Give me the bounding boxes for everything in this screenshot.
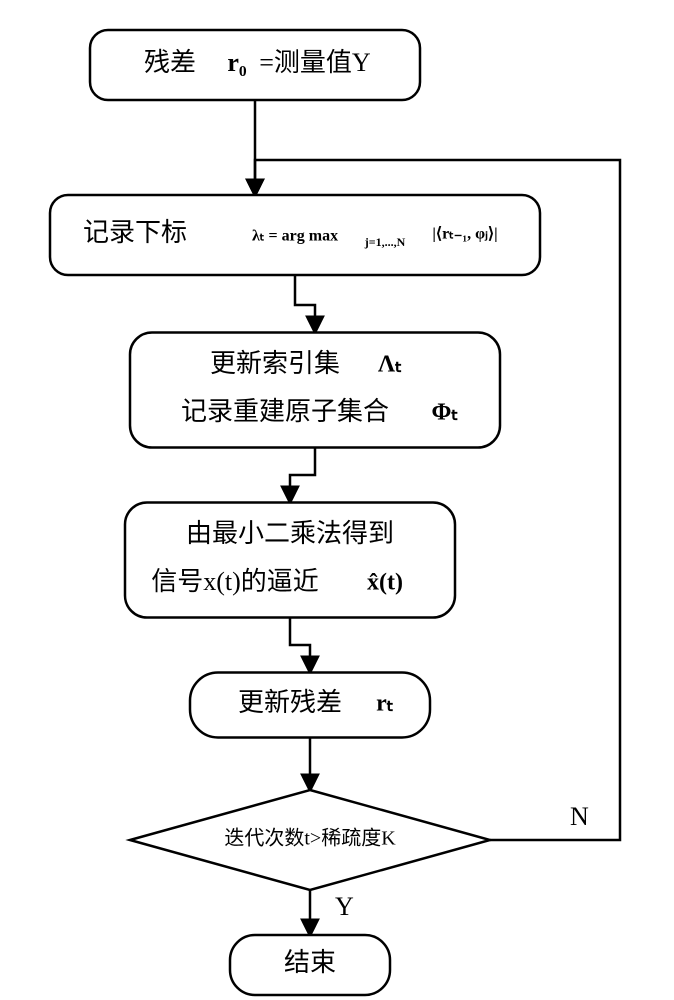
node-text: 信号x(t)的逼近 bbox=[151, 567, 319, 596]
node-text: 更新残差 bbox=[238, 688, 342, 717]
node-text: 记录重建原子集合 bbox=[181, 397, 389, 426]
svg-text:Y: Y bbox=[335, 892, 354, 921]
node-n5: 更新残差 rₜ bbox=[190, 673, 430, 738]
node-n2: 记录下标 λₜ = arg max j=1,...,N |⟨rₜ₋₁, φⱼ⟩| bbox=[50, 195, 540, 275]
node-text: 残差 bbox=[144, 48, 196, 77]
node-text: 结束 bbox=[284, 948, 336, 977]
node-text: λₜ = arg max bbox=[252, 228, 338, 245]
node-text: 更新索引集 bbox=[210, 349, 340, 378]
node-text: =测量值Y bbox=[259, 48, 371, 77]
node-text: rₜ bbox=[376, 691, 394, 717]
node-text: |⟨rₜ₋₁, φⱼ⟩| bbox=[432, 226, 497, 243]
node-n6: 迭代次数t>稀疏度K bbox=[130, 790, 490, 890]
node-text: x̂(t) bbox=[367, 570, 403, 596]
node-text: Λₜ bbox=[378, 352, 402, 378]
node-n7: 结束 bbox=[230, 935, 390, 995]
node-n4: 由最小二乘法得到信号x(t)的逼近 x̂(t) bbox=[125, 503, 455, 618]
node-text: j=1,...,N bbox=[364, 235, 406, 249]
node-text: 迭代次数t>稀疏度K bbox=[224, 827, 396, 850]
node-text: r₀ bbox=[227, 48, 247, 77]
node-n3: 更新索引集 Λₜ 记录重建原子集合 Φₜ bbox=[130, 333, 500, 448]
svg-text:N: N bbox=[570, 802, 589, 831]
node-text: 由最小二乘法得到 bbox=[186, 519, 394, 548]
node-n1: 残差 r₀ =测量值Y bbox=[90, 30, 420, 100]
node-text: Φₜ bbox=[432, 400, 459, 426]
node-text: 记录下标 bbox=[83, 218, 187, 247]
